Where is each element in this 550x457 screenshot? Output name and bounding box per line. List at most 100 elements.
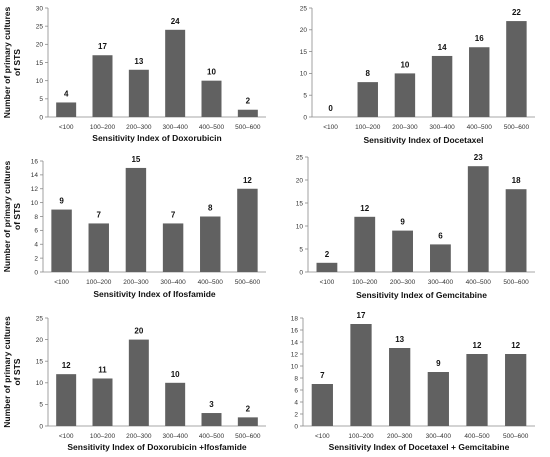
x-tick-label: <100 (320, 279, 335, 286)
bar (430, 244, 451, 272)
data-label: 13 (395, 335, 404, 344)
data-label: 15 (131, 155, 140, 164)
x-tick-label: 100–200 (90, 124, 116, 131)
y-tick-label: 4 (294, 399, 298, 406)
bar (350, 324, 372, 426)
data-label: 9 (436, 359, 441, 368)
y-tick-label: 0 (303, 114, 307, 121)
y-tick-label: 6 (294, 387, 298, 394)
y-tick-label: 12 (291, 351, 299, 358)
data-label: 16 (475, 34, 484, 43)
data-label: 7 (171, 210, 176, 219)
x-tick-label: 400–500 (199, 433, 225, 440)
y-tick-label: 15 (36, 60, 44, 67)
x-tick-label: 100–200 (355, 124, 381, 131)
x-tick-label: 400–500 (464, 433, 490, 440)
data-label: 7 (97, 210, 102, 219)
bar (201, 413, 222, 426)
x-tick-label: 200–300 (123, 279, 149, 286)
x-tick-label: 200–300 (387, 433, 413, 440)
y-tick-label: 15 (296, 200, 304, 207)
y-tick-label: 10 (300, 71, 308, 78)
data-label: 7 (320, 371, 325, 380)
x-tick-label: 300–400 (163, 433, 189, 440)
y-tick-label: 5 (39, 402, 43, 409)
bar (92, 378, 113, 426)
x-tick-label: <100 (323, 124, 338, 131)
y-axis-title: Number of primary culturesof STS (2, 160, 22, 272)
x-tick-label: 500–600 (235, 279, 261, 286)
y-tick-label: 15 (36, 359, 44, 366)
data-label: 14 (438, 43, 447, 52)
chart-panel-4: 0 5 10 15 20 25 2 <100 12 100–200 9 200–300 6 300–400… (296, 153, 535, 300)
y-tick-label: 10 (36, 78, 44, 85)
bar (162, 223, 184, 272)
y-tick-label: 0 (294, 423, 298, 430)
bar (237, 417, 258, 426)
x-tick-label: 500–600 (503, 279, 529, 286)
bar (56, 102, 77, 117)
y-tick-label: 20 (36, 337, 44, 344)
data-label: 9 (59, 197, 64, 206)
data-label: 6 (438, 231, 443, 240)
data-label: 2 (325, 250, 330, 259)
data-label: 18 (512, 176, 521, 185)
x-tick-label: 100–200 (90, 433, 116, 440)
data-label: 8 (366, 69, 371, 78)
data-label: 2 (246, 97, 251, 106)
data-label: 24 (171, 17, 180, 26)
y-tick-label: 10 (291, 363, 299, 370)
y-tick-label: 25 (300, 5, 308, 12)
data-label: 10 (171, 370, 180, 379)
data-label: 2 (246, 404, 251, 413)
data-label: 12 (511, 341, 520, 350)
data-label: 12 (473, 341, 482, 350)
x-tick-label: 100–200 (348, 433, 374, 440)
data-label: 10 (400, 60, 409, 69)
data-label: 22 (512, 8, 521, 17)
bar (505, 189, 527, 272)
x-tick-label: <100 (315, 433, 330, 440)
y-tick-label: 4 (34, 242, 38, 249)
y-tick-label: 10 (296, 223, 304, 230)
x-tick-label: 200–300 (390, 279, 416, 286)
bar (165, 29, 186, 117)
x-tick-label: 500–600 (235, 124, 261, 131)
data-label: 12 (243, 176, 252, 185)
bar (427, 372, 449, 426)
y-tick-label: 20 (300, 27, 308, 34)
x-tick-label: <100 (59, 433, 74, 440)
x-tick-label: 400–500 (467, 124, 493, 131)
data-label: 13 (134, 57, 143, 66)
y-tick-label: 2 (294, 411, 298, 418)
data-label: 10 (207, 68, 216, 77)
chart-panel-6: 0 2 4 6 8 10 12 14 16 18 7 <100 17 100–200 13 200–300 9 3… (291, 311, 535, 452)
y-tick-label: 10 (36, 380, 44, 387)
y-tick-label: 16 (31, 158, 39, 165)
x-tick-label: 100–200 (352, 279, 378, 286)
bar (389, 348, 411, 426)
y-tick-label: 5 (303, 93, 307, 100)
x-tick-label: <100 (54, 279, 69, 286)
y-tick-label: 30 (36, 5, 44, 12)
x-tick-label: 300–400 (163, 124, 189, 131)
x-tick-label: 500–600 (504, 124, 530, 131)
y-tick-label: 8 (294, 375, 298, 382)
y-tick-label: 16 (291, 327, 299, 334)
bar (357, 82, 378, 117)
bar (431, 55, 453, 117)
chart-panel-1: 0 5 10 15 20 25 30 4 <100 17 100–200 13 200–300 24 300… (2, 5, 266, 143)
data-label: 4 (64, 89, 69, 98)
bar (237, 188, 258, 272)
bar (201, 80, 222, 117)
y-tick-label: 5 (39, 96, 43, 103)
y-tick-label: 25 (36, 315, 44, 322)
chart-panel-3: 0 2 4 6 8 10 12 14 16 9 <100 7 100–200 15 200–300 7 300–… (2, 155, 266, 299)
y-tick-label: 14 (31, 172, 39, 179)
bar (51, 209, 72, 272)
x-tick-label: 400–500 (198, 279, 224, 286)
y-tick-label: 20 (296, 177, 304, 184)
x-tick-label: 100–200 (86, 279, 112, 286)
bar (165, 382, 186, 426)
chart-panel-5: 0 5 10 15 20 25 12 <100 11 100–200 20 200–300 10 300–… (2, 315, 266, 452)
